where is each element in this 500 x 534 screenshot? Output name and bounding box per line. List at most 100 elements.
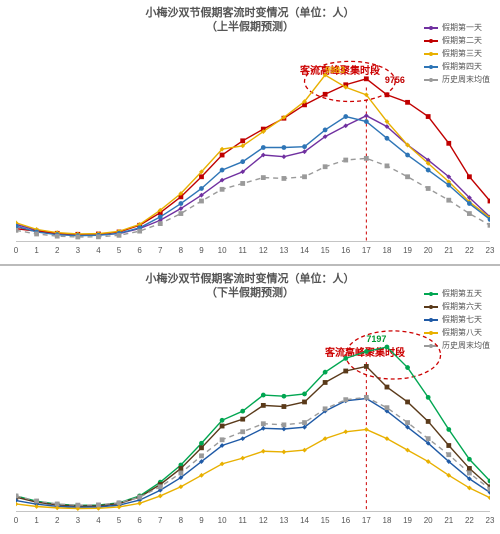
series-line <box>16 399 490 508</box>
series-marker <box>261 393 266 398</box>
series-marker <box>426 168 431 173</box>
series-marker <box>364 113 369 118</box>
series-marker <box>488 199 490 204</box>
series-line <box>16 116 490 235</box>
x-tick-label: 20 <box>424 246 433 255</box>
series-marker <box>343 369 348 374</box>
series-marker <box>467 457 472 462</box>
series-marker <box>302 420 307 425</box>
x-tick-label: 10 <box>218 246 227 255</box>
x-tick-label: 16 <box>341 516 350 525</box>
chart-top-area <box>16 58 490 242</box>
series-marker <box>240 417 245 422</box>
legend-item: 假期第五天 <box>424 288 490 299</box>
x-tick-label: 17 <box>362 516 371 525</box>
series-marker <box>137 501 142 506</box>
series-marker <box>240 181 245 186</box>
x-tick-label: 1 <box>34 516 38 525</box>
title-line1: 小梅沙双节假期客流时变情况（单位：人） <box>0 6 500 20</box>
series-marker <box>34 499 39 504</box>
legend-swatch <box>424 27 438 29</box>
x-tick-label: 0 <box>14 516 18 525</box>
series-marker <box>75 503 80 508</box>
x-tick-label: 9 <box>199 246 203 255</box>
series-marker <box>343 356 348 361</box>
series-marker <box>426 419 431 424</box>
series-marker <box>405 174 410 179</box>
series-marker <box>96 502 101 507</box>
x-tick-label: 12 <box>259 246 268 255</box>
series-marker <box>446 183 451 188</box>
series-marker <box>117 500 122 505</box>
series-marker <box>446 141 451 146</box>
x-tick-label: 13 <box>279 516 288 525</box>
legend-swatch <box>424 319 438 321</box>
series-marker <box>75 235 80 240</box>
series-marker <box>34 232 39 237</box>
series-marker <box>158 494 163 499</box>
series-marker <box>426 436 431 441</box>
legend-label: 假期第一天 <box>442 22 482 33</box>
series-marker <box>261 421 266 426</box>
series-marker <box>282 394 287 399</box>
series-marker <box>323 128 328 133</box>
series-marker <box>240 429 245 434</box>
series-marker <box>261 449 266 454</box>
x-tick-label: 8 <box>179 516 183 525</box>
series-line <box>16 158 490 237</box>
series-marker <box>364 349 369 354</box>
series-marker <box>364 119 369 124</box>
chart-bot-panel: 小梅沙双节假期客流时变情况（单位：人） （下半假期预测） 假期第五天假期第六天假… <box>0 266 500 534</box>
legend-marker-icon <box>429 52 433 56</box>
series-marker <box>405 153 410 158</box>
x-tick-label: 19 <box>403 516 412 525</box>
x-tick-label: 5 <box>117 516 121 525</box>
x-tick-label: 10 <box>218 516 227 525</box>
x-tick-label: 21 <box>444 516 453 525</box>
series-marker <box>467 471 472 476</box>
legend-swatch <box>424 40 438 42</box>
x-tick-label: 14 <box>300 516 309 525</box>
series-marker <box>240 456 245 461</box>
series-marker <box>343 397 348 402</box>
x-tick-label: 18 <box>383 246 392 255</box>
series-marker <box>178 466 183 471</box>
series-marker <box>199 199 204 204</box>
series-marker <box>385 92 390 97</box>
x-tick-label: 6 <box>137 516 141 525</box>
series-marker <box>199 186 204 191</box>
series-marker <box>261 426 266 431</box>
series-marker <box>16 494 18 499</box>
series-marker <box>467 201 472 206</box>
series-marker <box>55 234 60 239</box>
x-tick-label: 20 <box>424 516 433 525</box>
series-marker <box>282 176 287 181</box>
chart-svg <box>16 324 490 512</box>
legend-item: 假期第一天 <box>424 22 490 33</box>
series-marker <box>446 198 451 203</box>
series-marker <box>302 400 307 405</box>
series-marker <box>261 145 266 150</box>
series-marker <box>364 427 369 432</box>
series-marker <box>405 100 410 105</box>
series-marker <box>240 436 245 441</box>
series-marker <box>467 211 472 216</box>
page: 小梅沙双节假期客流时变情况（单位：人） （上半假期预测） 假期第一天假期第二天假… <box>0 0 500 534</box>
series-marker <box>323 164 328 169</box>
x-tick-label: 23 <box>486 516 495 525</box>
x-tick-label: 18 <box>383 516 392 525</box>
x-tick-label: 12 <box>259 516 268 525</box>
legend-swatch <box>424 306 438 308</box>
series-marker <box>343 158 348 163</box>
series-marker <box>282 422 287 427</box>
series-marker <box>178 201 183 206</box>
series-marker <box>323 406 328 411</box>
series-marker <box>137 495 142 500</box>
legend-marker-icon <box>429 26 433 30</box>
x-tick-label: 3 <box>76 246 80 255</box>
series-marker <box>137 229 142 234</box>
series-marker <box>178 211 183 216</box>
series-marker <box>178 471 183 476</box>
x-tick-label: 23 <box>486 246 495 255</box>
series-marker <box>282 154 287 159</box>
